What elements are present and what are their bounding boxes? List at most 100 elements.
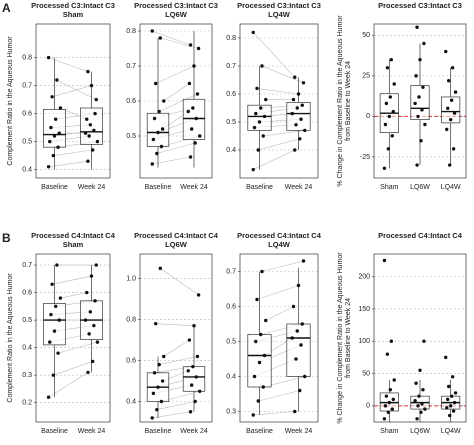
point — [418, 368, 422, 373]
point — [191, 106, 195, 110]
x-tick-label: Baseline — [145, 428, 172, 435]
point — [422, 339, 426, 343]
point — [53, 304, 58, 309]
y-tick-label: -25 — [360, 154, 370, 161]
y-tick-label: 0.7 — [22, 82, 32, 89]
box — [43, 303, 66, 346]
point — [252, 374, 257, 379]
point — [299, 343, 303, 347]
y-tick-label: 0.7 — [22, 262, 32, 269]
point — [449, 394, 454, 398]
point — [153, 81, 158, 86]
point — [51, 153, 56, 158]
point — [451, 147, 456, 151]
y-axis-label: Complement Ratio in the Aqueous Humor — [7, 273, 14, 403]
point — [53, 117, 58, 121]
point — [87, 134, 91, 138]
point — [290, 336, 294, 340]
point — [193, 399, 197, 404]
x-tick-label: LQ4W — [441, 184, 461, 191]
point — [162, 354, 166, 359]
point — [87, 332, 91, 336]
point — [189, 383, 194, 387]
point — [55, 263, 59, 267]
point — [186, 109, 190, 114]
point — [385, 352, 390, 356]
chart-title: Processed C3:Intact C3 — [31, 1, 115, 10]
point — [415, 25, 419, 29]
chart-title: Processed C4:Intact C4 — [378, 231, 463, 240]
point — [156, 385, 160, 389]
point — [390, 407, 394, 411]
y-tick-label: 0.4 — [226, 147, 236, 154]
box — [286, 102, 311, 131]
point — [58, 106, 63, 110]
point — [293, 75, 297, 79]
point — [416, 114, 420, 119]
y-tick-label: 0.6 — [226, 91, 236, 98]
point — [261, 134, 265, 138]
x-tick-label: Week 24 — [78, 428, 106, 435]
point — [46, 395, 51, 399]
point — [92, 323, 96, 328]
point — [388, 95, 393, 99]
point — [153, 321, 158, 326]
point — [392, 82, 396, 86]
y-tick-label: 0.8 — [126, 316, 136, 323]
point — [251, 30, 255, 35]
point — [446, 397, 450, 402]
y-tick-label: 0.4 — [22, 344, 32, 351]
point — [46, 165, 51, 169]
paired-line — [256, 285, 299, 300]
chart-subtitle: LQ6W — [165, 10, 188, 19]
point — [390, 134, 394, 138]
point — [453, 90, 458, 94]
point — [447, 163, 452, 167]
point — [86, 159, 90, 163]
x-tick-label: Baseline — [246, 184, 273, 191]
point — [186, 369, 190, 373]
point — [162, 99, 166, 103]
point — [444, 49, 448, 54]
x-tick-label: LQ6W — [410, 184, 430, 191]
point — [251, 167, 255, 172]
paired-line — [48, 372, 89, 398]
y-tick-label: 200 — [358, 273, 370, 280]
paired-line — [56, 79, 97, 100]
paired-line — [253, 411, 295, 416]
point — [89, 83, 94, 88]
box — [410, 85, 430, 120]
point — [419, 410, 423, 415]
paired-line — [163, 83, 190, 102]
point — [449, 98, 454, 102]
point — [415, 163, 419, 167]
y-tick-label: 0.6 — [22, 289, 32, 296]
point — [384, 101, 389, 106]
point — [90, 148, 95, 152]
point — [85, 117, 89, 121]
point — [193, 141, 197, 145]
point — [382, 166, 387, 170]
x-tick-label: Week 24 — [285, 428, 313, 435]
point — [86, 370, 90, 375]
point — [291, 97, 296, 102]
point — [445, 406, 449, 410]
y-axis-label: from Baseline to Week 24 — [345, 298, 352, 378]
point — [262, 114, 267, 119]
point — [57, 318, 61, 322]
paired-line — [261, 65, 304, 84]
box — [247, 334, 272, 388]
point — [423, 407, 427, 411]
point — [391, 109, 395, 114]
point — [452, 111, 457, 115]
point — [52, 329, 57, 333]
point — [196, 46, 201, 51]
point — [159, 399, 164, 404]
point — [94, 263, 98, 267]
point — [447, 79, 451, 83]
point — [389, 339, 393, 343]
point — [195, 92, 200, 96]
point — [296, 92, 301, 96]
y-tick-label: 0.4 — [126, 398, 136, 405]
y-tick-label: 1.0 — [126, 275, 136, 282]
